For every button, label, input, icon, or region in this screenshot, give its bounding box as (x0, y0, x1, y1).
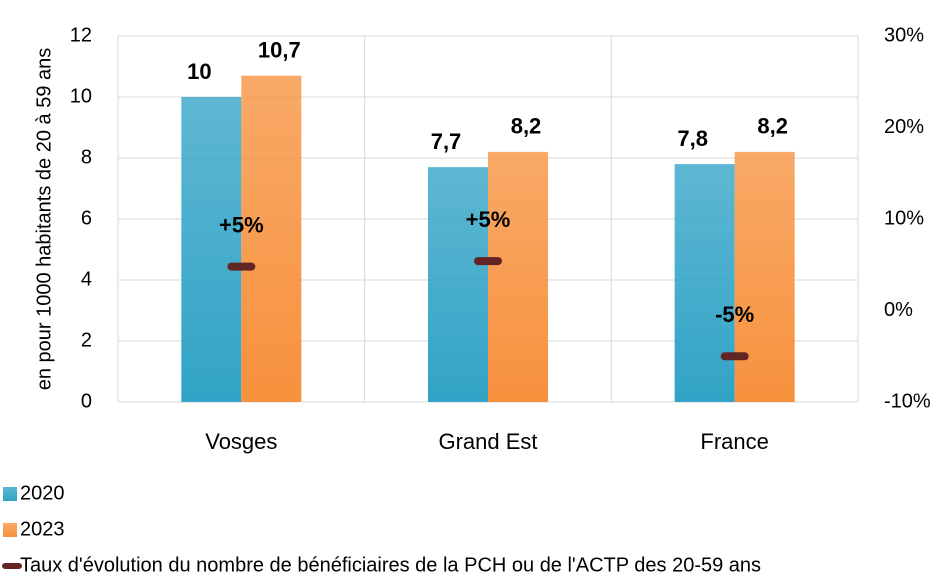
x-tick-label: France (700, 429, 768, 454)
y2-tick-label: 10% (884, 207, 924, 229)
y-tick-label: 4 (81, 268, 92, 290)
bar (488, 151, 548, 402)
bar (428, 167, 488, 402)
y-tick-label: 10 (70, 85, 92, 107)
legend-swatch (3, 487, 17, 501)
data-label: 10,7 (258, 37, 301, 62)
data-label: 10 (187, 59, 211, 84)
y2-tick-label: 20% (884, 116, 924, 138)
y-tick-label: 8 (81, 146, 92, 168)
y2-tick-label: 30% (884, 24, 924, 46)
y-tick-label: 2 (81, 329, 92, 351)
data-label: 7,8 (677, 126, 708, 151)
legend-label: 2023 (20, 518, 65, 540)
data-label: 8,2 (757, 114, 788, 139)
bar (181, 97, 242, 402)
x-tick-label: Grand Est (438, 429, 537, 454)
y-axis-title: en pour 1000 habitants de 20 à 59 ans (33, 48, 55, 391)
x-tick-label: Vosges (205, 429, 277, 454)
legend-label: 2020 (20, 482, 65, 504)
bar (734, 151, 795, 402)
bar (241, 75, 302, 403)
y-tick-label: 12 (70, 24, 92, 46)
bar (674, 164, 735, 402)
data-label: 8,2 (511, 114, 542, 139)
y-tick-label: 0 (81, 390, 92, 412)
legend-label: Taux d'évolution du nombre de bénéficiai… (20, 554, 761, 576)
data-label: +5% (219, 212, 264, 237)
legend-swatch (3, 523, 17, 537)
data-label: +5% (466, 207, 511, 232)
y2-tick-label: -10% (884, 390, 931, 412)
y2-tick-label: 0% (884, 299, 913, 321)
data-label: 7,7 (431, 129, 462, 154)
data-label: -5% (715, 302, 754, 327)
y-tick-label: 6 (81, 207, 92, 229)
